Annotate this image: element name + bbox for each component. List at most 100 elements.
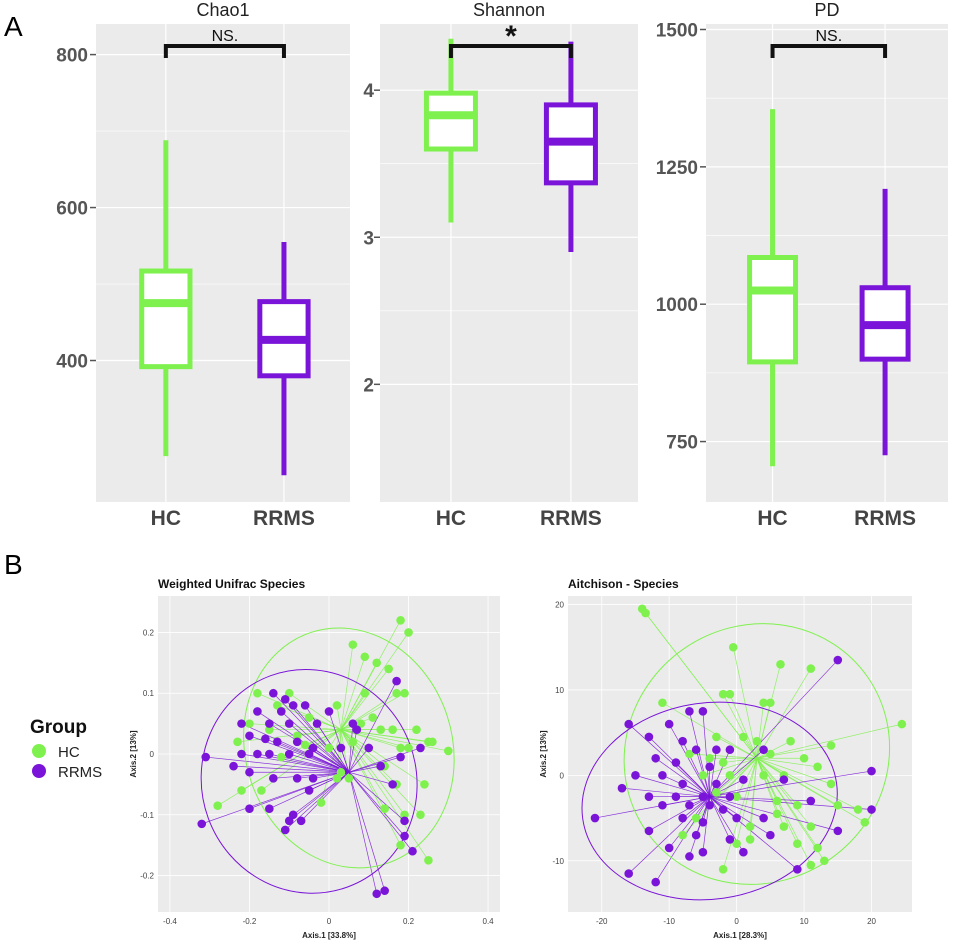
x-tick-label: -10 <box>663 917 675 926</box>
box-hc <box>139 268 193 370</box>
y-tick-label: 750 <box>666 433 698 454</box>
point-hc <box>400 688 409 698</box>
point-hc <box>336 767 346 777</box>
point-hc <box>233 737 242 747</box>
point-hc <box>213 801 222 810</box>
y-tick-label: 10 <box>555 686 564 695</box>
point-hc <box>826 741 836 750</box>
panel-label-b: B <box>4 549 23 580</box>
spider-line-rrms <box>348 771 393 785</box>
point-rrms <box>312 719 322 728</box>
y-axis-label: Axis.2 [13%] <box>539 730 548 777</box>
point-rrms <box>759 813 768 823</box>
spider-line-hc <box>729 694 758 759</box>
point-hc <box>348 737 358 747</box>
spider-line-hc <box>340 656 366 730</box>
y-tick-label: 0 <box>150 750 155 759</box>
point-hc <box>766 698 775 708</box>
point-rrms <box>678 813 687 823</box>
point-rrms <box>269 774 278 783</box>
point-rrms <box>280 695 290 704</box>
point-hc <box>245 719 254 728</box>
point-hc <box>400 810 409 820</box>
point-rrms <box>685 800 694 810</box>
point-rrms <box>691 830 701 840</box>
point-rrms <box>732 813 741 823</box>
point-rrms <box>698 847 708 857</box>
spider-line-rrms <box>709 749 717 797</box>
shannon-boxplot: 2 3 4 HC RRMS Shannon* <box>363 0 638 530</box>
point-rrms <box>280 825 290 835</box>
point-hc <box>759 698 768 708</box>
point-hc <box>776 660 785 669</box>
y-axis-label: Axis.2 [13%] <box>129 730 138 777</box>
x-tick-label: 0.4 <box>483 917 495 926</box>
point-hc <box>786 736 795 746</box>
x-tick-label: 0.2 <box>403 917 415 926</box>
point-rrms <box>288 810 298 820</box>
point-hc <box>368 713 378 722</box>
point-hc <box>718 689 728 699</box>
point-rrms <box>793 864 802 874</box>
point-rrms <box>833 826 843 836</box>
point-rrms <box>658 800 667 810</box>
significance-label: * <box>505 20 517 53</box>
y-tick-label: 2 <box>363 375 374 396</box>
spider-line-rrms <box>292 705 350 773</box>
spider-line-rrms <box>348 772 386 891</box>
point-hc <box>725 771 735 780</box>
point-rrms <box>348 719 358 728</box>
point-hc <box>304 713 314 722</box>
spider-line-hc <box>340 632 409 730</box>
spider-line-rrms <box>628 723 710 797</box>
legend-title: Group <box>30 717 87 738</box>
point-rrms <box>664 719 674 729</box>
y-tick-label: -10 <box>552 857 564 866</box>
point-hc <box>833 800 843 810</box>
point-hc <box>237 786 246 795</box>
point-hc <box>685 749 694 759</box>
spider-line-hc <box>723 757 757 763</box>
point-hc <box>300 740 310 750</box>
spider-line-hc <box>736 758 758 844</box>
point-rrms <box>698 792 708 802</box>
point-hc <box>424 856 433 865</box>
point-rrms <box>284 816 294 826</box>
spider-line-hc <box>257 692 342 731</box>
point-rrms <box>376 761 385 771</box>
point-rrms <box>698 818 708 827</box>
point-hc <box>396 840 405 850</box>
spider-line-hc <box>756 702 764 759</box>
point-rrms <box>712 779 721 789</box>
point-hc <box>348 640 358 649</box>
spider-line-rrms <box>284 699 350 773</box>
spider-line-rrms <box>594 796 710 819</box>
point-rrms <box>617 783 627 793</box>
point-rrms <box>678 736 687 746</box>
point-hc <box>705 753 714 763</box>
y-tick-label: 0 <box>560 771 565 780</box>
y-tick-label: 4 <box>363 81 374 102</box>
plot-panel <box>380 24 638 502</box>
point-hc <box>725 689 735 699</box>
legend-label-rrms: RRMS <box>58 764 102 781</box>
spider-line-hc <box>340 729 385 767</box>
point-rrms <box>253 707 262 716</box>
point-rrms <box>265 804 274 813</box>
point-rrms <box>336 743 346 753</box>
point-rrms <box>739 847 748 857</box>
spider-line-rrms <box>201 771 349 825</box>
point-hc <box>772 809 782 819</box>
point-rrms <box>651 753 660 763</box>
point-hc <box>745 835 755 844</box>
point-rrms <box>269 688 278 698</box>
point-rrms <box>284 719 294 728</box>
point-hc <box>420 780 429 789</box>
point-hc <box>273 701 282 710</box>
confidence-ellipse-hc <box>243 627 455 869</box>
point-rrms <box>678 779 687 789</box>
point-hc <box>404 743 413 753</box>
point-rrms <box>833 655 843 665</box>
point-rrms <box>698 706 708 716</box>
point-hc <box>745 822 755 831</box>
